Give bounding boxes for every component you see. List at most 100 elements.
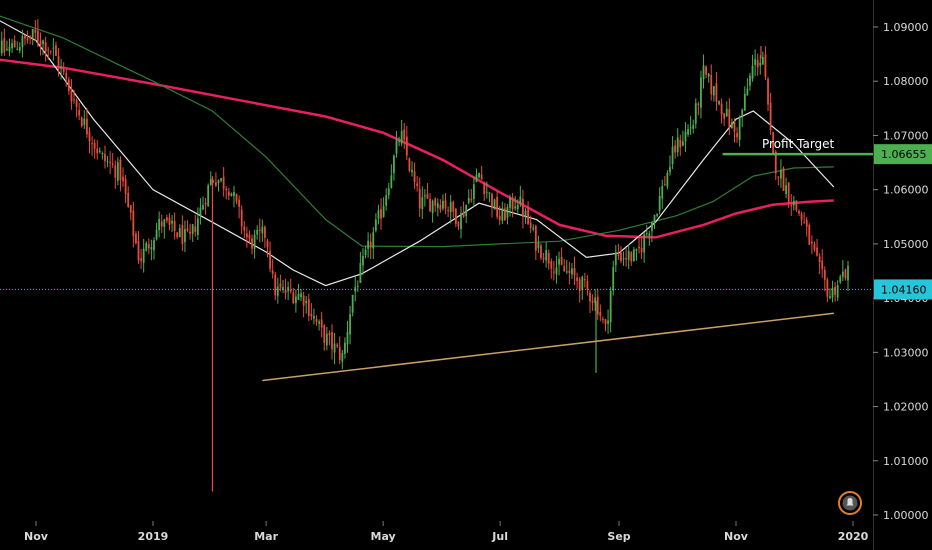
candle-body xyxy=(416,183,419,186)
alert-bell-icon[interactable] xyxy=(838,491,862,515)
candle-body xyxy=(73,99,75,101)
y-tick-label: 1.00000 xyxy=(883,509,929,522)
candle-body xyxy=(186,228,189,231)
candle-body xyxy=(645,233,648,235)
candle-body xyxy=(759,62,762,66)
candle-body xyxy=(803,222,806,224)
candle-body xyxy=(599,311,602,316)
x-axis[interactable]: Nov 2019 Mar May Jul Sep Nov 2020 xyxy=(24,521,869,543)
candle-body xyxy=(516,204,519,210)
candle-body xyxy=(264,226,266,238)
candle-body xyxy=(457,221,460,227)
y-axis[interactable]: 1.090001.080001.070001.060001.050001.040… xyxy=(873,21,929,522)
candle-body xyxy=(720,103,723,115)
candle-body xyxy=(669,166,671,173)
candle-body xyxy=(163,219,166,227)
profit-target-label: Profit Target xyxy=(762,137,835,151)
candles xyxy=(0,18,849,492)
candle-body xyxy=(31,29,34,38)
y-tick-label: 1.02000 xyxy=(883,401,929,414)
candle-body xyxy=(24,34,26,39)
candle-body xyxy=(362,255,364,266)
candle-body xyxy=(119,159,122,180)
candle-body xyxy=(501,208,504,221)
candle-body xyxy=(823,270,826,280)
candle-body xyxy=(754,59,757,65)
candle-body xyxy=(671,146,674,164)
candle-body xyxy=(114,165,117,178)
candle-body xyxy=(279,283,282,288)
candle-body xyxy=(568,270,571,274)
candle-body xyxy=(578,279,581,291)
candle-body xyxy=(423,195,426,197)
x-tick-label: Sep xyxy=(607,530,630,543)
candle-body xyxy=(503,208,506,221)
candle-body xyxy=(398,141,400,143)
candle-body xyxy=(338,347,341,360)
candle-body xyxy=(323,325,326,343)
candle-body xyxy=(331,332,333,350)
candle-body xyxy=(689,127,692,129)
candle-body xyxy=(413,171,416,182)
support-trendline[interactable] xyxy=(262,312,834,382)
candle-body xyxy=(395,140,398,154)
candle-body xyxy=(109,162,112,164)
candle-body xyxy=(104,153,106,162)
candle-body xyxy=(147,244,150,249)
candle-body xyxy=(385,195,388,206)
candle-body xyxy=(215,182,217,186)
candle-body xyxy=(473,184,475,200)
candle-body xyxy=(135,233,137,244)
candle-body xyxy=(640,247,643,252)
candle-body xyxy=(55,45,57,56)
candle-body xyxy=(506,207,509,218)
candle-body xyxy=(21,36,24,48)
current-price-tag xyxy=(874,279,932,300)
candle-body xyxy=(271,270,274,274)
candle-body xyxy=(496,196,499,217)
candle-body xyxy=(465,204,468,217)
candle-body xyxy=(676,137,679,153)
candle-body xyxy=(29,37,32,39)
candle-body xyxy=(749,75,751,86)
candle-body xyxy=(632,249,635,262)
candle-body xyxy=(212,180,215,182)
candle-body xyxy=(153,240,155,251)
candle-body xyxy=(302,295,305,306)
candle-body xyxy=(65,72,68,79)
candle-body xyxy=(679,139,682,148)
candle-body xyxy=(617,254,620,256)
candle-body xyxy=(604,319,607,325)
candle-body xyxy=(475,174,478,182)
moving-average-line xyxy=(0,15,834,248)
candle-body xyxy=(790,205,793,207)
candle-body xyxy=(454,208,457,224)
candle-body xyxy=(253,234,256,249)
candle-body xyxy=(702,65,705,79)
candle-body xyxy=(731,122,733,129)
candle-body xyxy=(694,103,697,124)
candle-body xyxy=(240,209,243,227)
candle-body xyxy=(142,248,145,263)
candle-body xyxy=(452,201,455,212)
candle-body xyxy=(555,267,558,275)
candle-body xyxy=(140,258,142,261)
candle-body xyxy=(491,193,493,208)
candle-body xyxy=(777,176,780,178)
candle-body xyxy=(116,162,119,181)
candle-body xyxy=(627,251,630,260)
candle-body xyxy=(697,103,700,105)
candle-body xyxy=(774,151,777,174)
candle-body xyxy=(787,182,790,203)
candle-body xyxy=(542,257,545,260)
candle-body xyxy=(248,234,251,239)
candle-body xyxy=(356,285,359,287)
candle-body xyxy=(493,199,496,210)
candle-body xyxy=(372,232,375,249)
candle-body xyxy=(83,118,86,125)
candle-body xyxy=(684,131,687,142)
candle-body xyxy=(235,194,238,202)
candle-body xyxy=(289,289,292,292)
